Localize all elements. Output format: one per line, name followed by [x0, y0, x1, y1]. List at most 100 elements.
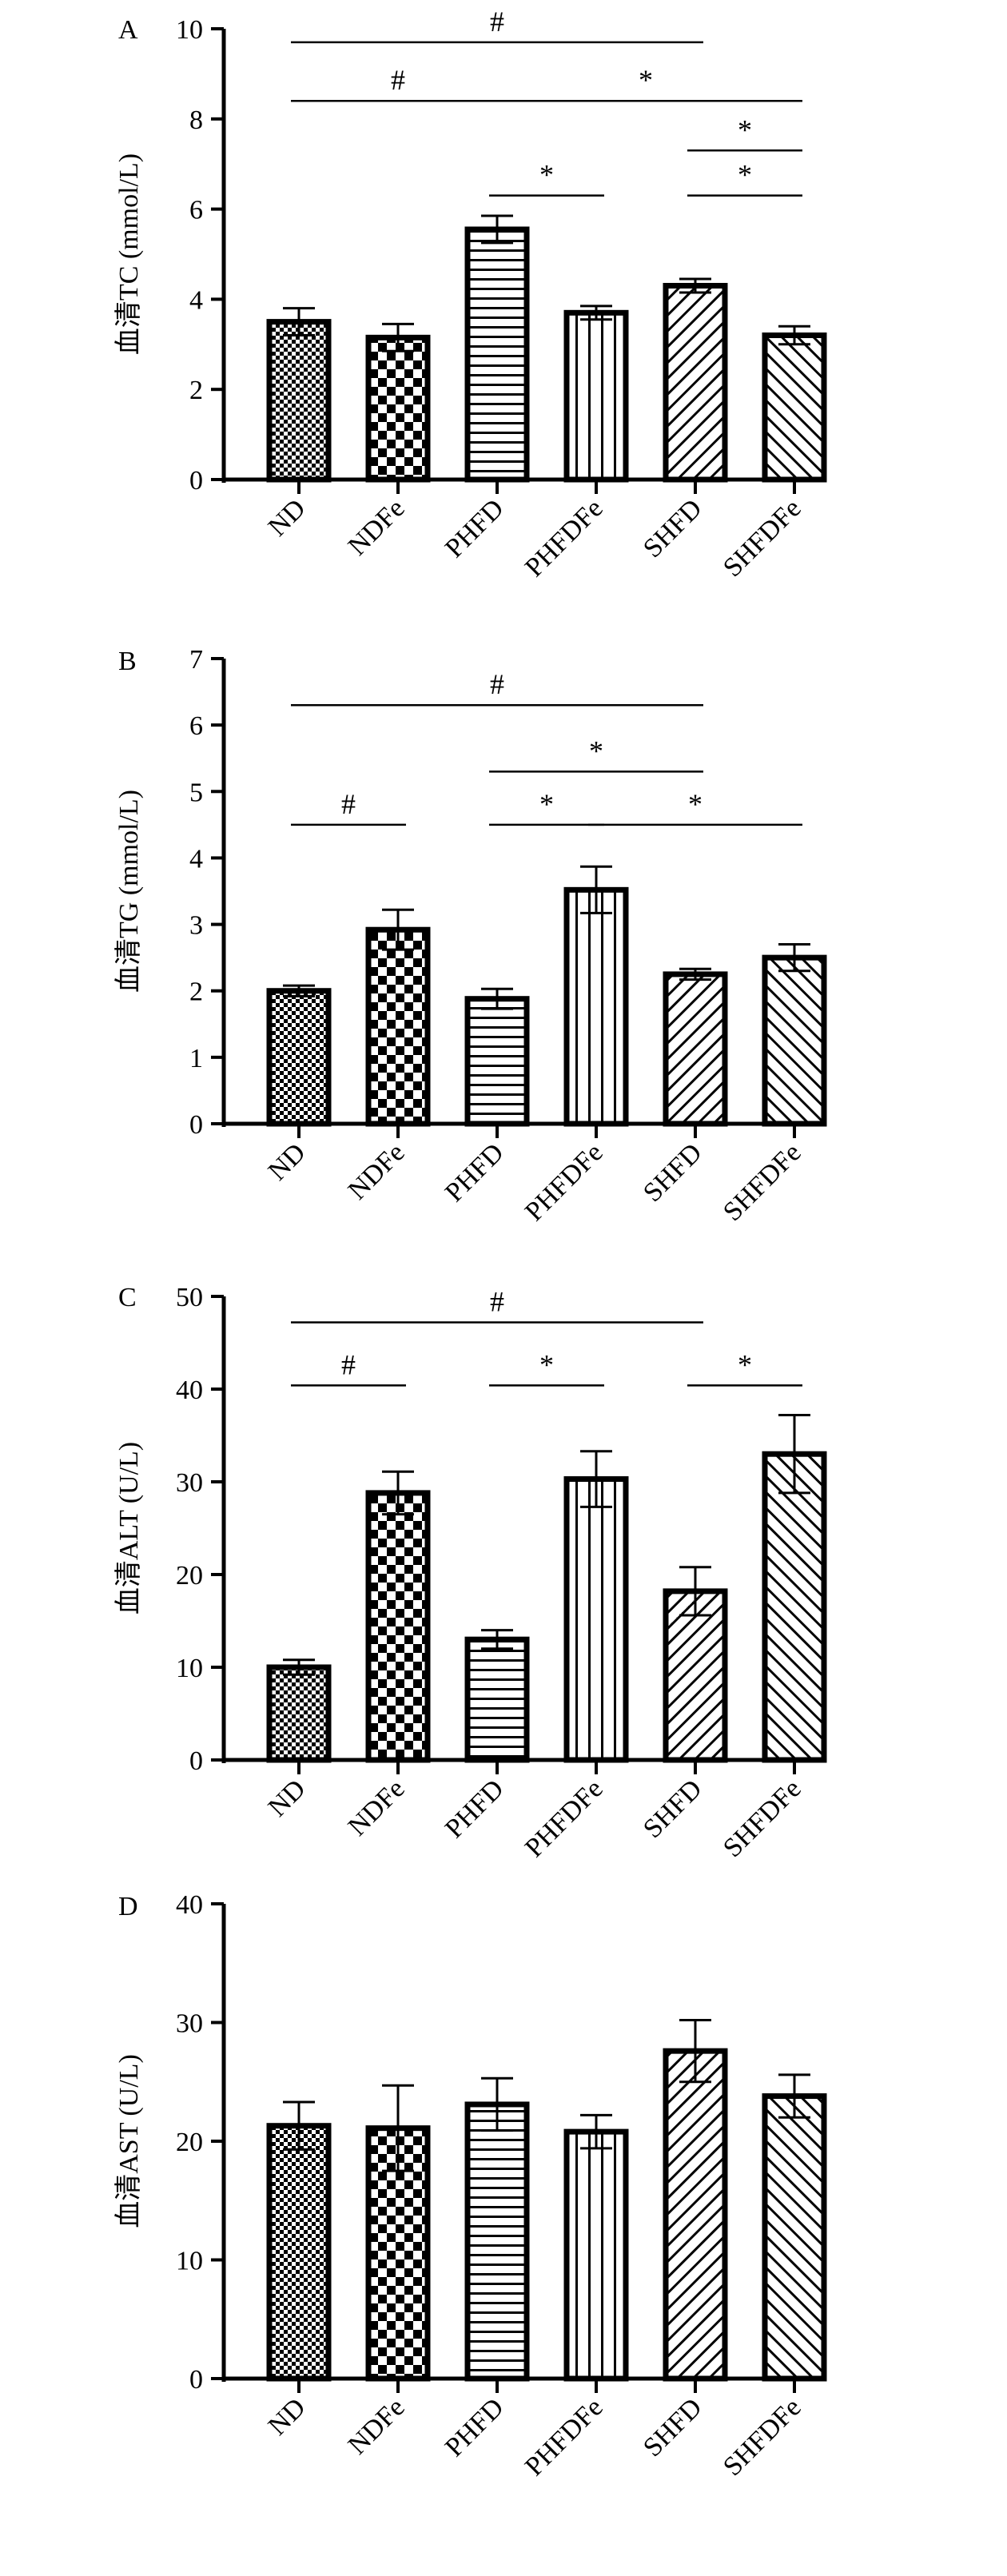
- bar-phfdfe: [563, 1476, 629, 1763]
- y-tick-label: 0: [189, 1746, 203, 1776]
- panel-d: D 0 10 20 30 40 血清AST (U/L) ND NDFe PHFD PHFDFe SHF…: [113, 1890, 827, 2482]
- category-label: NDFe: [343, 493, 411, 561]
- category-label: ND: [263, 1137, 312, 1186]
- category-label: PHFD: [440, 2392, 510, 2463]
- bar-nd: [266, 988, 332, 1127]
- y-tick-label: 0: [189, 2365, 203, 2395]
- category-label: NDFe: [343, 1774, 411, 1841]
- bar-phfd: [464, 1636, 530, 1763]
- bar-phfdfe: [563, 2128, 629, 2382]
- y-tick-label: 30: [176, 2009, 203, 2039]
- y-tick-label: 2: [189, 376, 203, 405]
- bar-phfdfe: [563, 309, 629, 483]
- category-label: SHFDFe: [718, 1774, 807, 1863]
- y-tick-label: 6: [189, 196, 203, 225]
- significance-mark: *: [738, 159, 752, 191]
- bar-ndfe: [365, 334, 431, 483]
- y-tick-label: 1: [189, 1044, 203, 1073]
- y-tick-label: 7: [189, 645, 203, 675]
- panel-c: C 0 10 20 30 40 50 血清ALT (U/L) ND NDFe PHFD PHFDFe S…: [113, 1283, 827, 1863]
- category-label: ND: [263, 493, 312, 542]
- panel-a: A 0 2 4 6 8 10 血清TC (mmol/L) ND NDFe PHFD PHFDFe SHF…: [113, 6, 827, 583]
- y-axis-title: 血清ALT (U/L): [113, 1442, 144, 1614]
- bar-ndfe: [365, 1490, 431, 1763]
- panel-letter: B: [118, 647, 137, 676]
- y-tick-label: 30: [176, 1468, 203, 1498]
- category-label: ND: [263, 1774, 312, 1822]
- significance-mark: #: [341, 1348, 356, 1380]
- category-label: SHFDFe: [718, 493, 807, 583]
- category-label: SHFD: [638, 1137, 708, 1208]
- y-tick-label: 6: [189, 711, 203, 741]
- category-label: SHFDFe: [718, 2392, 807, 2482]
- category-label: PHFDFe: [519, 1774, 609, 1863]
- category-label: NDFe: [343, 2392, 411, 2460]
- bar-shfdfe: [762, 2093, 827, 2382]
- y-tick-label: 2: [189, 977, 203, 1007]
- y-tick-label: 0: [189, 466, 203, 496]
- y-tick-label: 40: [176, 1376, 203, 1405]
- significance-mark: #: [391, 64, 405, 96]
- y-axis-title: 血清TG (mmol/L): [113, 790, 144, 993]
- significance-mark: *: [539, 159, 554, 191]
- panel-letter: A: [118, 15, 138, 45]
- panel-b: B 0 1 2 3 4 5 6 7 血清TG (mmol/L) ND NDFe PHFD PHFDFe SH…: [113, 645, 827, 1227]
- significance-mark: *: [539, 788, 554, 820]
- bar-nd: [266, 2123, 332, 2382]
- y-tick-label: 50: [176, 1283, 203, 1312]
- y-tick-label: 10: [176, 2247, 203, 2276]
- bar-phfd: [464, 2101, 530, 2382]
- panel-letter: D: [118, 1892, 138, 1921]
- y-tick-label: 20: [176, 1561, 203, 1591]
- significance-mark: *: [738, 1348, 752, 1380]
- bar-phfd: [464, 996, 530, 1127]
- y-tick-label: 20: [176, 2128, 203, 2157]
- bar-shfdfe: [762, 332, 827, 483]
- category-label: SHFDFe: [718, 1137, 807, 1227]
- category-label: PHFDFe: [519, 493, 609, 583]
- y-tick-label: 10: [176, 1654, 203, 1683]
- y-tick-label: 40: [176, 1890, 203, 1920]
- y-tick-label: 0: [189, 1110, 203, 1140]
- y-tick-label: 10: [176, 15, 203, 45]
- y-axis-title: 血清AST (U/L): [113, 2054, 144, 2228]
- y-tick-label: 5: [189, 778, 203, 807]
- bar-shfdfe: [762, 1451, 827, 1763]
- panel-letter: C: [118, 1283, 137, 1312]
- category-label: PHFD: [440, 1774, 510, 1844]
- bar-phfd: [464, 226, 530, 483]
- bar-nd: [266, 319, 332, 483]
- bar-shfdfe: [762, 954, 827, 1127]
- significance-mark: #: [490, 6, 504, 38]
- y-tick-label: 8: [189, 106, 203, 135]
- bar-shfd: [663, 2048, 728, 2382]
- category-label: ND: [263, 2392, 312, 2441]
- significance-mark: *: [539, 1348, 554, 1380]
- category-label: PHFD: [440, 493, 510, 563]
- significance-mark: #: [341, 788, 356, 820]
- category-label: PHFDFe: [519, 1137, 609, 1227]
- bar-shfd: [663, 282, 728, 483]
- bar-shfd: [663, 971, 728, 1127]
- category-label: PHFDFe: [519, 2392, 609, 2482]
- category-label: PHFD: [440, 1137, 510, 1208]
- significance-mark: *: [639, 64, 653, 96]
- y-axis-title: 血清TC (mmol/L): [113, 153, 144, 355]
- category-label: SHFD: [638, 2392, 708, 2463]
- significance-mark: *: [688, 788, 703, 820]
- category-label: SHFD: [638, 1774, 708, 1844]
- significance-mark: #: [490, 668, 504, 700]
- y-tick-label: 4: [189, 285, 203, 315]
- y-tick-label: 4: [189, 844, 203, 874]
- bar-nd: [266, 1664, 332, 1763]
- significance-mark: *: [589, 735, 603, 766]
- significance-mark: #: [490, 1285, 504, 1317]
- significance-mark: *: [738, 113, 752, 145]
- y-tick-label: 3: [189, 911, 203, 941]
- category-label: SHFD: [638, 493, 708, 563]
- bar-shfd: [663, 1588, 728, 1763]
- category-label: NDFe: [343, 1137, 411, 1205]
- bar-phfdfe: [563, 886, 629, 1127]
- bar-ndfe: [365, 926, 431, 1127]
